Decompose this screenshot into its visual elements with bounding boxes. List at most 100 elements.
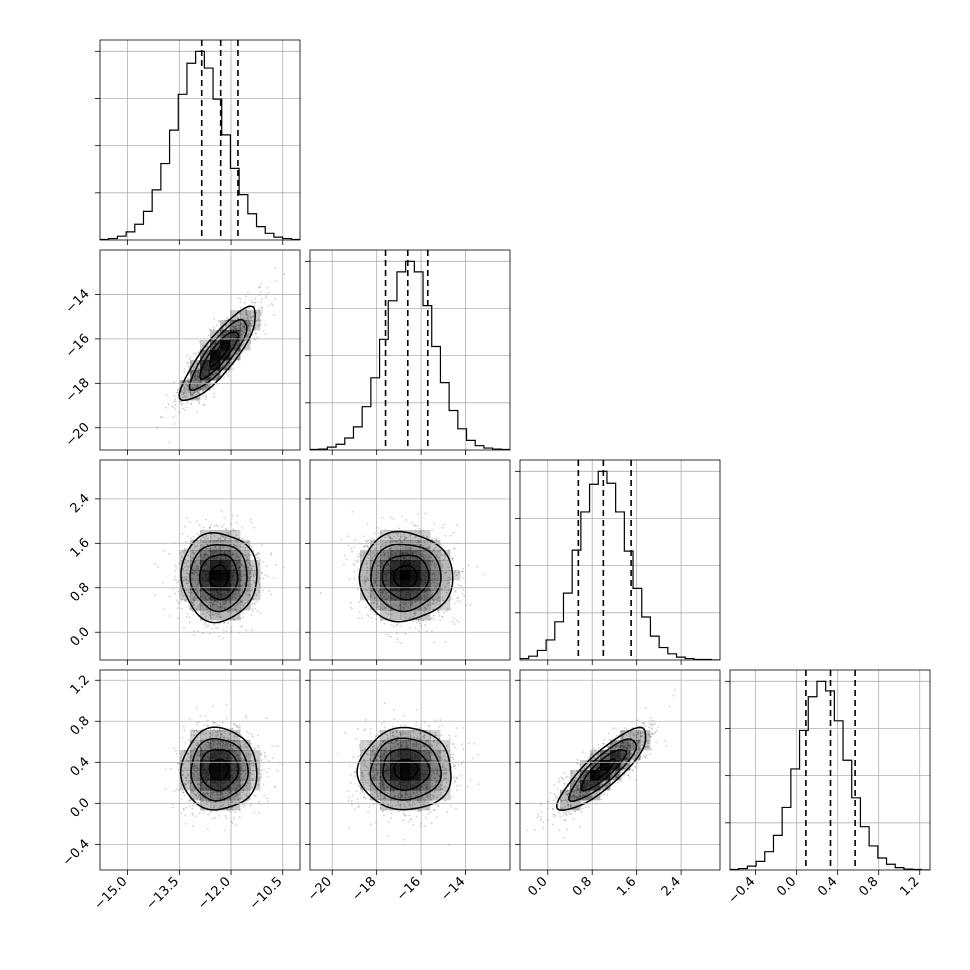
sample-point xyxy=(358,601,360,604)
sample-point xyxy=(196,539,199,542)
sample-point xyxy=(247,324,250,327)
sample-point xyxy=(191,601,193,604)
sample-point xyxy=(247,325,250,327)
sample-point xyxy=(186,384,188,387)
sample-point xyxy=(179,381,182,384)
sample-point xyxy=(463,595,465,598)
density-cell xyxy=(410,610,421,621)
sample-point xyxy=(403,538,406,541)
sample-point xyxy=(217,791,220,794)
sample-point xyxy=(222,603,225,606)
sample-point xyxy=(162,608,165,611)
sample-point xyxy=(262,561,264,563)
sample-point xyxy=(246,335,248,338)
sample-point xyxy=(319,591,322,594)
sample-point xyxy=(431,602,434,605)
sample-point xyxy=(215,793,218,796)
sample-point xyxy=(366,544,368,547)
sample-point xyxy=(221,526,223,528)
sample-point xyxy=(211,613,214,616)
sample-point xyxy=(168,595,171,598)
sample-point xyxy=(241,537,244,540)
sample-point xyxy=(224,368,226,371)
sample-point xyxy=(214,545,217,548)
sample-point xyxy=(195,558,198,561)
density-cell xyxy=(440,560,451,571)
sample-point xyxy=(257,746,260,749)
density-cell xyxy=(230,330,241,341)
sample-point xyxy=(196,591,199,594)
sample-point xyxy=(230,799,233,801)
sample-point xyxy=(431,598,434,601)
sample-point xyxy=(195,520,198,523)
sample-point xyxy=(197,376,200,378)
sample-point xyxy=(226,610,229,613)
sample-point xyxy=(238,326,241,329)
sample-point xyxy=(402,602,405,605)
sample-point xyxy=(212,602,215,604)
sample-point xyxy=(194,374,197,377)
sample-point xyxy=(212,373,214,376)
sample-point xyxy=(260,301,262,303)
sample-point xyxy=(196,590,199,593)
sample-point xyxy=(174,570,177,572)
sample-point xyxy=(461,592,464,595)
sample-point xyxy=(256,581,259,584)
sample-point xyxy=(397,545,400,547)
sample-point xyxy=(375,552,378,555)
sample-point xyxy=(230,523,233,525)
density-cell xyxy=(370,590,381,601)
sample-point xyxy=(426,605,429,607)
sample-point xyxy=(235,552,238,555)
sample-point xyxy=(221,601,224,604)
sample-point xyxy=(245,793,248,795)
sample-point xyxy=(453,572,456,574)
sample-point xyxy=(230,790,233,793)
density-cell xyxy=(420,540,431,551)
sample-point xyxy=(387,551,389,554)
sample-point xyxy=(204,538,206,540)
density-cell xyxy=(380,610,391,621)
sample-point xyxy=(190,391,192,394)
sample-point xyxy=(202,350,205,353)
sample-point xyxy=(462,567,464,570)
sample-point xyxy=(231,608,234,610)
sample-point xyxy=(408,626,411,629)
sample-point xyxy=(185,599,187,602)
sample-point xyxy=(457,620,460,623)
sample-point xyxy=(435,574,438,577)
sample-point xyxy=(229,602,232,604)
sample-point xyxy=(183,388,186,391)
sample-point xyxy=(246,601,249,604)
sample-point xyxy=(403,537,406,540)
sample-point xyxy=(196,533,199,535)
sample-point xyxy=(181,533,184,536)
sample-point xyxy=(240,571,243,574)
sample-point xyxy=(241,583,244,586)
sample-point xyxy=(383,553,386,556)
sample-point xyxy=(225,361,228,363)
sample-point xyxy=(232,325,234,328)
sample-point xyxy=(233,618,236,621)
sample-point xyxy=(434,565,436,567)
sample-point xyxy=(431,574,433,576)
sample-point xyxy=(432,614,435,617)
sample-point xyxy=(251,629,253,632)
sample-point xyxy=(197,383,200,386)
sample-point xyxy=(476,566,478,568)
sample-point xyxy=(183,576,186,579)
sample-point xyxy=(240,580,242,582)
sample-point xyxy=(388,609,391,612)
sample-point xyxy=(241,762,244,765)
sample-point xyxy=(382,554,385,557)
sample-point xyxy=(405,537,408,539)
density-cell xyxy=(210,360,221,371)
density-cell xyxy=(220,590,231,601)
sample-point xyxy=(267,304,270,307)
sample-point xyxy=(427,547,429,550)
sample-point xyxy=(253,795,256,798)
sample-point xyxy=(196,753,199,756)
sample-point xyxy=(433,564,436,567)
sample-point xyxy=(236,352,239,355)
sample-point xyxy=(245,784,247,787)
